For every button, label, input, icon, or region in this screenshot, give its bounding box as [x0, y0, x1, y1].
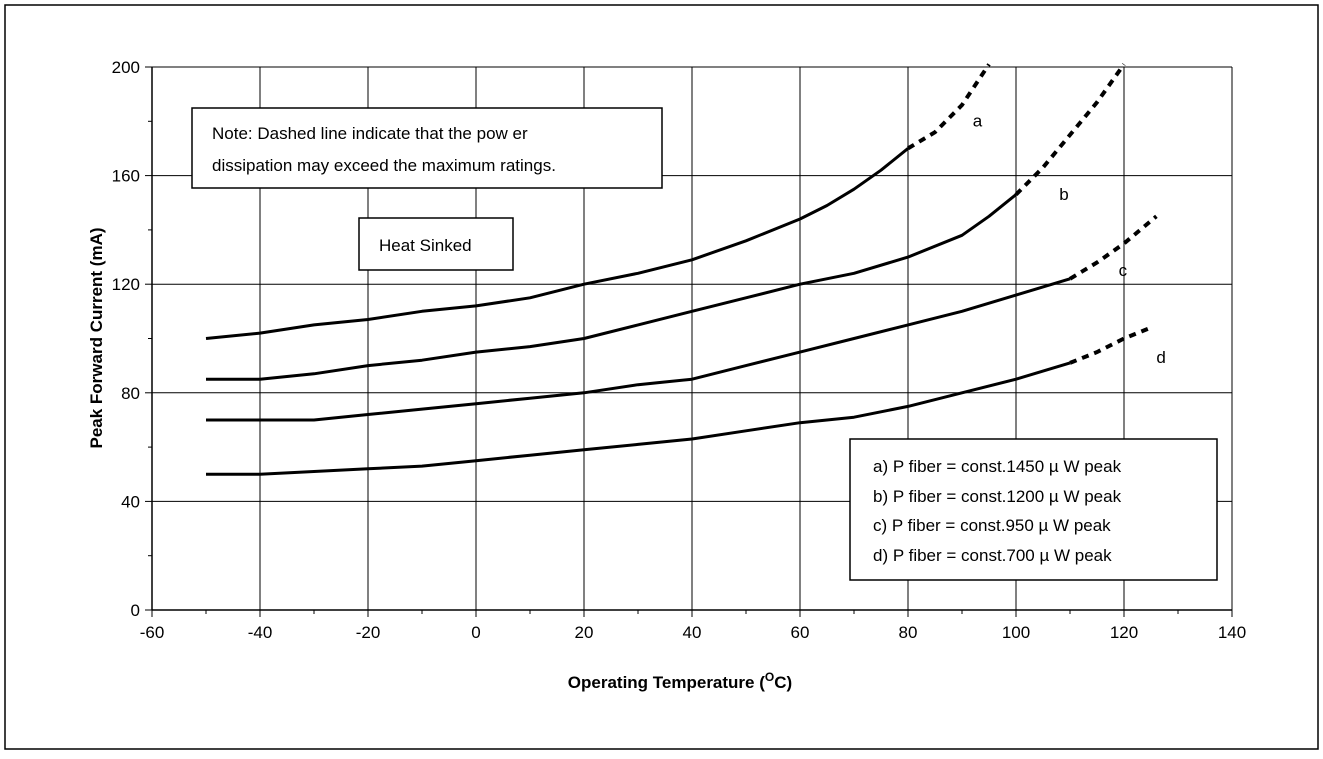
series-d-solid-line — [206, 361, 1071, 476]
curve-label-a: a — [973, 112, 983, 131]
y-tick-label: 80 — [121, 384, 140, 403]
x-axis-title-paren: ( — [759, 673, 765, 692]
y-tick-label: 160 — [112, 167, 140, 186]
x-tick-label: 100 — [1002, 623, 1030, 642]
x-axis-title: Operating Temperature (OC) — [568, 670, 792, 692]
x-tick-label: 60 — [791, 623, 810, 642]
series-a-solid-line — [205, 147, 909, 340]
note-box: Note: Dashed line indicate that the pow … — [191, 107, 663, 189]
heat-sinked-box: Heat Sinked — [358, 217, 514, 271]
legend-item-a: a) P fiber = const.1450 µ W peak — [873, 457, 1122, 476]
x-tick-label: 40 — [683, 623, 702, 642]
x-tick-label: -20 — [356, 623, 381, 642]
note-line-1: Note: Dashed line indicate that the pow … — [212, 124, 528, 143]
legend-item-c: c) P fiber = const.950 µ W peak — [873, 516, 1111, 535]
note-line-2: dissipation may exceed the maximum ratin… — [212, 156, 556, 175]
series-c-dashed-line — [1068, 214, 1158, 281]
legend: a) P fiber = const.1450 µ W peak b) P fi… — [849, 438, 1218, 581]
y-tick-label: 40 — [121, 492, 140, 511]
y-tick-label: 200 — [112, 58, 140, 77]
series-b-dashed-line — [1014, 63, 1126, 197]
y-axis-title: Peak Forward Current (mA) — [87, 227, 106, 448]
series-c-solid-line — [206, 277, 1071, 422]
curve-label-c: c — [1119, 261, 1128, 280]
x-tick-label: 20 — [575, 623, 594, 642]
x-tick-label: 0 — [471, 623, 480, 642]
series-d-dashed-line — [1069, 325, 1152, 365]
x-tick-label: -40 — [248, 623, 273, 642]
heat-sinked-label: Heat Sinked — [379, 236, 472, 255]
x-tick-label: 140 — [1218, 623, 1246, 642]
series-b-solid-line — [206, 193, 1017, 381]
series-a-dashed-line — [906, 63, 991, 151]
legend-item-b: b) P fiber = const.1200 µ W peak — [873, 487, 1122, 506]
y-tick-label: 0 — [131, 601, 140, 620]
x-tick-label: -60 — [140, 623, 165, 642]
x-axis-title-unit: C) — [774, 673, 792, 692]
legend-item-d: d) P fiber = const.700 µ W peak — [873, 546, 1112, 565]
curve-label-d: d — [1156, 348, 1165, 367]
y-tick-label: 120 — [112, 275, 140, 294]
x-tick-label: 120 — [1110, 623, 1138, 642]
x-axis-title-superscript: O — [765, 670, 774, 684]
x-axis-title-main: Operating Temperature — [568, 673, 755, 692]
curve-label-b: b — [1059, 185, 1068, 204]
x-tick-label: 80 — [899, 623, 918, 642]
